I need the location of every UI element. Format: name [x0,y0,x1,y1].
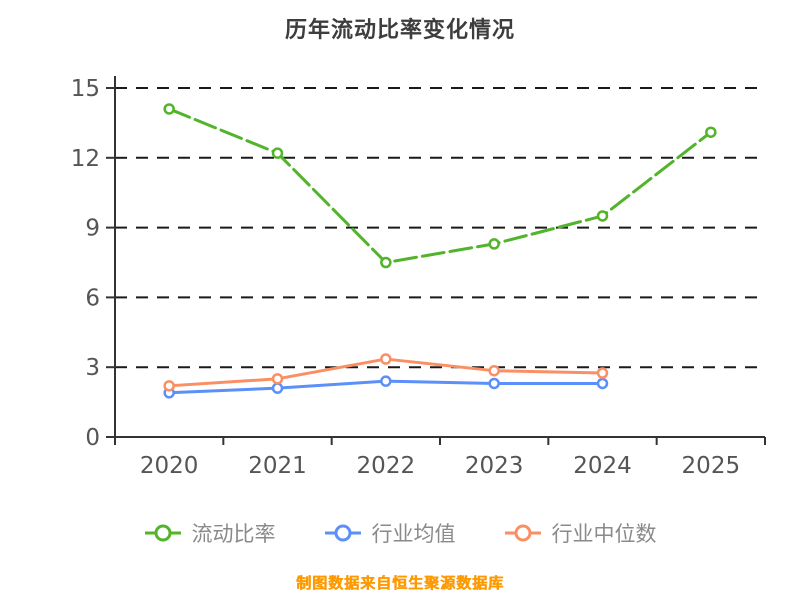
legend-item-current-ratio[interactable]: 流动比率 [144,518,276,548]
svg-text:12: 12 [71,146,100,172]
svg-text:3: 3 [85,355,100,381]
svg-text:9: 9 [85,216,100,242]
svg-text:2025: 2025 [682,453,741,479]
chart-title: 历年流动比率变化情况 [284,18,515,43]
svg-text:6: 6 [85,285,100,311]
legend-marker-current-ratio [144,524,181,542]
legend-item-industry-median[interactable]: 行业中位数 [504,518,657,548]
svg-text:0: 0 [85,425,100,451]
svg-text:2020: 2020 [140,453,199,479]
svg-text:2023: 2023 [465,453,524,479]
legend-marker-industry-median [504,524,541,542]
chart-legend: 流动比率 行业均值 行业中位数 [0,518,800,548]
legend-item-industry-average[interactable]: 行业均值 [324,518,456,548]
svg-text:2022: 2022 [357,453,416,479]
svg-text:2021: 2021 [248,453,307,479]
legend-label-industry-median: 行业中位数 [551,522,657,546]
legend-label-current-ratio: 流动比率 [191,522,276,546]
svg-text:15: 15 [71,76,100,102]
svg-text:2024: 2024 [573,453,632,479]
data-source-note: 制图数据来自恒生聚源数据库 [295,574,504,592]
legend-marker-industry-average [324,524,361,542]
legend-label-industry-average: 行业均值 [371,522,456,546]
